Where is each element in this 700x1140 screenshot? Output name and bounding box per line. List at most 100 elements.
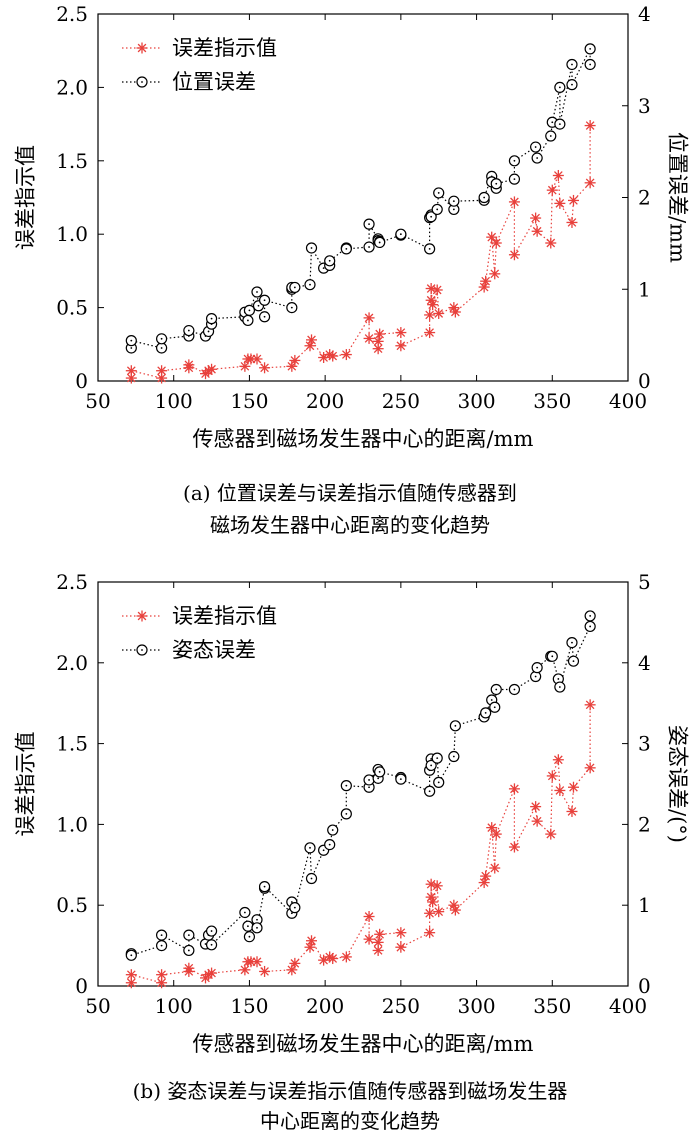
data-point (258, 881, 271, 893)
y-left-tick-label-a: 1.5 (56, 149, 88, 173)
x-tick-label-b: 400 (609, 994, 647, 1018)
series-points-b-1 (125, 610, 596, 961)
data-point (489, 701, 501, 713)
data-point (554, 118, 566, 130)
data-point (340, 243, 352, 255)
data-point (251, 922, 263, 934)
series-points-a-1 (125, 43, 596, 354)
plot-frame-b (97, 581, 629, 987)
data-point (259, 965, 271, 977)
data-point (395, 228, 407, 240)
y-right-tick-label-a: 1 (638, 277, 651, 301)
x-tick-label-b: 250 (382, 994, 420, 1018)
y-right-tick-label-a: 0 (638, 369, 651, 393)
data-point (395, 340, 407, 352)
data-point (554, 681, 566, 693)
data-point (251, 353, 263, 365)
y-right-tick-label-b: 0 (638, 974, 651, 998)
y-right-axis-label-a: 位置误差/mm (666, 132, 690, 263)
data-point (239, 906, 251, 919)
data-point (489, 862, 501, 874)
data-point (566, 58, 578, 71)
legend-label-a-1: 位置误差 (172, 70, 256, 94)
data-point (374, 766, 386, 778)
data-point (239, 964, 251, 976)
data-point (327, 824, 339, 836)
y-left-tick-label-b: 1.0 (56, 812, 88, 836)
data-point (205, 925, 218, 937)
legend-marker-a-1 (136, 76, 148, 88)
x-tick-label-b: 200 (306, 994, 344, 1018)
data-point (566, 636, 578, 649)
data-point (545, 828, 557, 840)
data-point (448, 195, 460, 207)
data-point (554, 197, 566, 209)
data-point (490, 178, 502, 190)
y-right-axis-label-b: 姿态误差/(°) (666, 725, 690, 843)
data-point (508, 841, 520, 853)
y-right-tick-label-b: 3 (638, 732, 651, 756)
data-point (183, 962, 195, 974)
data-point (433, 776, 445, 788)
data-point (584, 762, 596, 774)
y-left-tick-label-b: 2.0 (56, 651, 88, 675)
data-point (490, 828, 502, 840)
data-point (156, 342, 168, 354)
data-point (552, 754, 564, 766)
data-point (584, 58, 596, 71)
data-point (286, 360, 298, 372)
data-point (243, 931, 256, 943)
data-point (363, 911, 375, 923)
data-point (584, 620, 596, 633)
y-left-tick-label-b: 0 (75, 974, 88, 998)
data-point (374, 328, 386, 340)
data-point (183, 359, 195, 371)
x-tick-label-b: 50 (85, 994, 110, 1018)
data-point (304, 279, 316, 291)
data-point (531, 225, 543, 237)
x-tick-label-b: 300 (457, 994, 495, 1018)
data-point (251, 286, 263, 298)
data-point (584, 120, 596, 132)
data-point (242, 920, 254, 932)
series-line-b-0 (130, 704, 591, 984)
data-point (363, 218, 375, 230)
data-point (156, 939, 168, 952)
y-right-tick-label-b: 1 (638, 893, 651, 917)
data-point (425, 211, 437, 223)
x-tick-label-a: 350 (533, 389, 571, 413)
data-point (206, 363, 218, 375)
data-point (486, 822, 498, 834)
y-left-tick-label-a: 0.5 (56, 296, 88, 320)
y-left-tick-label-b: 0.5 (56, 893, 88, 917)
data-point (363, 774, 375, 786)
data-point (304, 842, 316, 854)
y-left-tick-label-a: 1.0 (56, 222, 88, 246)
x-tick-label-a: 300 (457, 389, 495, 413)
data-point (156, 977, 168, 989)
data-point (448, 750, 460, 763)
y-left-axis-label-b: 误差指示值 (14, 732, 38, 837)
data-point (490, 237, 502, 249)
y-left-tick-label-a: 2.5 (56, 2, 88, 26)
data-point (431, 203, 443, 216)
legend-label-b-0: 误差指示值 (172, 604, 277, 628)
y-right-tick-label-a: 2 (638, 186, 651, 210)
data-point (340, 951, 352, 963)
data-point (305, 242, 318, 254)
data-point (156, 372, 168, 384)
caption-b-line1: (b) 姿态误差与误差指示值随传感器到磁场发生器 (132, 1079, 568, 1103)
data-point (363, 312, 375, 324)
x-axis-label-b: 传感器到磁场发生器中心的距离/mm (193, 1032, 534, 1056)
data-point (125, 969, 137, 981)
data-point (431, 880, 443, 892)
data-point (306, 334, 318, 346)
data-point (427, 299, 439, 311)
legend-marker-b-0 (136, 610, 148, 622)
data-point (125, 365, 137, 377)
data-point (305, 872, 318, 885)
data-point (183, 929, 195, 941)
data-point (340, 349, 352, 361)
data-point (530, 212, 542, 224)
